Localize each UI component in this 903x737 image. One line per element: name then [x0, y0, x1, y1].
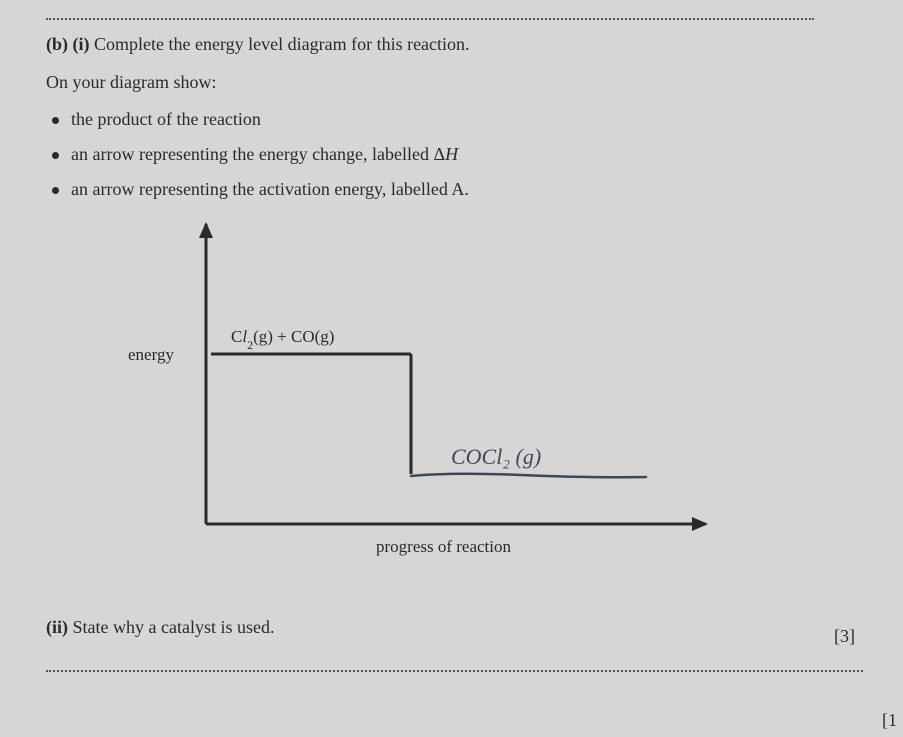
bullet-list: the product of the reaction an arrow rep… [52, 109, 863, 200]
question-ii-text: State why a catalyst is used. [73, 617, 275, 637]
question-b-ii-line: (ii) State why a catalyst is used. [46, 617, 863, 638]
answer-dotted-line [46, 652, 863, 672]
bullet-dot-icon [52, 187, 59, 194]
delta-h-italic: H [445, 144, 458, 164]
bullet-item: an arrow representing the activation ene… [52, 179, 863, 200]
question-b-i-line: (b) (i) Complete the energy level diagra… [46, 32, 863, 56]
svg-text:COCl₂ (g): COCl₂ (g) [451, 444, 541, 469]
bullet-dot-icon [52, 117, 59, 124]
bullet-item: the product of the reaction [52, 109, 863, 130]
energy-diagram-svg: energy Cl2(g) + CO(g) COCl₂ (g) progress of… [116, 214, 736, 574]
instruction-sub: On your diagram show: [46, 70, 863, 94]
top-dotted-rule [46, 18, 814, 20]
marks-badge-3: [3] [834, 626, 855, 647]
part-label: (b) (i) [46, 34, 90, 54]
energy-diagram: energy Cl2(g) + CO(g) COCl₂ (g) progress of… [116, 214, 863, 579]
svg-text:progress of reaction: progress of reaction [376, 537, 512, 556]
bullet-text: an arrow representing the activation ene… [71, 179, 469, 200]
part-ii-label: (ii) [46, 617, 68, 637]
bullet-text: an arrow representing the energy change,… [71, 144, 458, 165]
marks-badge-1: [1 [882, 710, 897, 731]
bullet-dot-icon [52, 152, 59, 159]
svg-text:energy: energy [128, 345, 174, 364]
bullet-text: the product of the reaction [71, 109, 261, 130]
instruction-main: Complete the energy level diagram for th… [94, 34, 470, 54]
bullet-item: an arrow representing the energy change,… [52, 144, 863, 165]
svg-text:Cl2(g) + CO(g): Cl2(g) + CO(g) [231, 327, 334, 352]
